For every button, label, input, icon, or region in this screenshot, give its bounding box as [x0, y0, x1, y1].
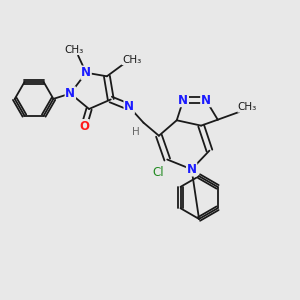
Text: N: N	[178, 94, 188, 106]
Text: CH₃: CH₃	[122, 55, 141, 64]
Text: Cl: Cl	[152, 166, 164, 179]
Text: H: H	[132, 127, 140, 136]
Text: N: N	[201, 94, 211, 106]
Text: N: N	[81, 66, 91, 79]
Text: CH₃: CH₃	[64, 44, 83, 55]
Text: N: N	[187, 163, 196, 176]
Text: N: N	[124, 100, 134, 113]
Text: N: N	[65, 87, 75, 100]
Text: O: O	[79, 120, 89, 133]
Text: CH₃: CH₃	[238, 102, 257, 112]
